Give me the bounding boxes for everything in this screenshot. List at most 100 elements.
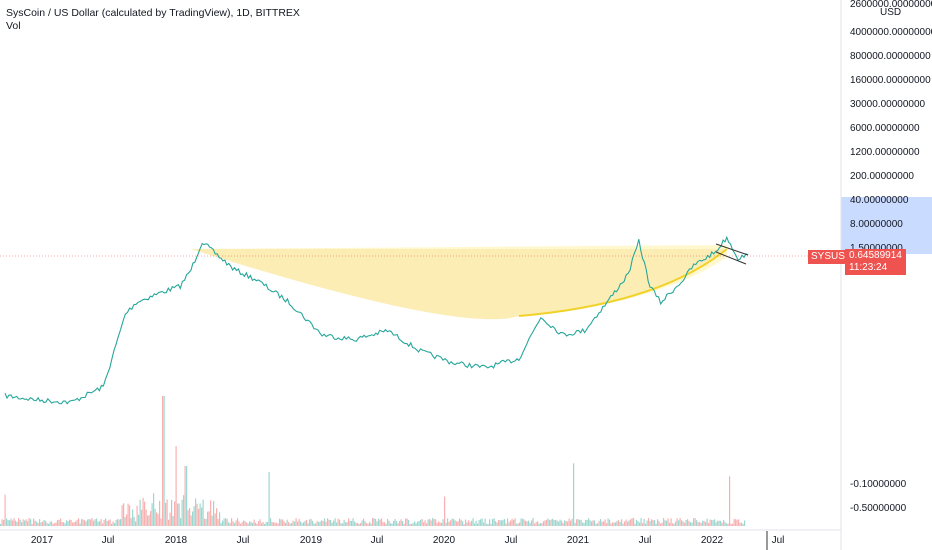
volume-bar bbox=[580, 519, 582, 526]
volume-bar bbox=[162, 396, 164, 526]
volume-bar bbox=[235, 520, 237, 526]
volume-bar bbox=[163, 396, 165, 526]
volume-bar bbox=[133, 516, 135, 526]
volume-bar bbox=[202, 499, 204, 526]
volume-bar bbox=[352, 518, 354, 526]
volume-bar bbox=[157, 514, 159, 526]
volume-bar bbox=[3, 520, 5, 526]
volume-bar bbox=[583, 522, 585, 526]
price-tick-label: 200.00000000 bbox=[850, 171, 914, 182]
volume-bar bbox=[237, 518, 239, 526]
volume-bar bbox=[219, 512, 221, 526]
volume-bar bbox=[520, 518, 522, 526]
volume-bar bbox=[510, 520, 512, 526]
price-tick-label: 40.00000000 bbox=[850, 195, 909, 206]
time-tick-label: 2017 bbox=[31, 535, 54, 546]
volume-bar bbox=[106, 520, 108, 526]
volume-bar bbox=[159, 500, 161, 526]
symbol-badge: SYSUSD bbox=[808, 250, 856, 264]
volume-bar bbox=[238, 521, 240, 526]
volume-bar bbox=[669, 522, 671, 526]
volume-bar bbox=[195, 498, 197, 526]
volume-bar bbox=[546, 519, 548, 526]
price-tick-label: 1.50000000 bbox=[850, 243, 903, 254]
volume-bar bbox=[211, 515, 213, 526]
volume-bar bbox=[678, 520, 680, 526]
volume-bar bbox=[568, 518, 570, 526]
volume-bar bbox=[523, 519, 525, 526]
volume-bar bbox=[690, 522, 692, 526]
volume-bar bbox=[147, 515, 149, 526]
volume-bar bbox=[207, 511, 209, 526]
volume-bar bbox=[618, 520, 620, 526]
volume-bar bbox=[333, 520, 335, 526]
cup-pattern-top bbox=[191, 245, 727, 320]
volume-bar bbox=[466, 522, 468, 526]
volume-bar bbox=[403, 523, 405, 526]
volume-bar bbox=[0, 524, 2, 526]
volume-bar bbox=[297, 521, 299, 526]
volume-bar bbox=[558, 521, 560, 526]
volume-bar bbox=[267, 522, 269, 526]
volume-bar bbox=[742, 523, 744, 526]
volume-bar bbox=[451, 518, 453, 526]
volume-bar bbox=[681, 520, 683, 526]
volume-bar bbox=[343, 520, 345, 526]
volume-bar bbox=[51, 521, 53, 526]
volume-bar bbox=[687, 519, 689, 526]
volume-bar bbox=[67, 521, 69, 526]
volume-bar bbox=[88, 519, 90, 526]
volume-bar bbox=[129, 505, 131, 526]
volume-bar bbox=[699, 521, 701, 526]
volume-bar bbox=[270, 518, 272, 526]
volume-bar bbox=[208, 511, 210, 526]
volume-bar bbox=[12, 520, 14, 526]
volume-bar bbox=[57, 520, 59, 526]
volume-bar bbox=[684, 522, 686, 526]
volume-bar bbox=[289, 523, 291, 526]
volume-bar bbox=[252, 522, 254, 526]
volume-bar bbox=[588, 518, 590, 526]
volume-bar bbox=[250, 522, 252, 526]
volume-bar bbox=[217, 518, 219, 526]
volume-bar bbox=[325, 521, 327, 526]
volume-bar bbox=[160, 518, 162, 526]
volume-bar bbox=[70, 519, 72, 526]
volume-bar bbox=[436, 522, 438, 526]
volume-bar bbox=[60, 518, 62, 526]
volume-bar bbox=[496, 522, 498, 526]
volume-bar bbox=[324, 518, 326, 526]
volume-bar bbox=[712, 520, 714, 526]
volume-label[interactable]: Vol bbox=[6, 20, 21, 32]
volume-bar bbox=[654, 520, 656, 526]
volume-bar bbox=[234, 523, 236, 526]
volume-bar bbox=[610, 523, 612, 526]
volume-bar bbox=[693, 518, 695, 526]
volume-bar bbox=[153, 493, 155, 526]
volume-bar bbox=[225, 518, 227, 526]
volume-bar bbox=[99, 521, 101, 526]
volume-bar bbox=[78, 518, 80, 526]
volume-bar bbox=[601, 521, 603, 526]
volume-bar bbox=[576, 519, 578, 526]
volume-bar bbox=[58, 519, 60, 526]
volume-bar bbox=[489, 519, 491, 526]
volume-bar bbox=[364, 521, 366, 526]
volume-bar bbox=[538, 523, 540, 526]
symbol-title[interactable]: SysCoin / US Dollar (calculated by Tradi… bbox=[6, 7, 300, 19]
volume-bar bbox=[22, 519, 24, 526]
volume-bar bbox=[441, 522, 443, 526]
volume-bar bbox=[379, 519, 381, 526]
volume-bar bbox=[301, 523, 303, 526]
volume-bar bbox=[130, 518, 132, 526]
volume-bar bbox=[649, 521, 651, 526]
volume-bar bbox=[327, 518, 329, 526]
volume-bar bbox=[186, 466, 188, 526]
volume-bar bbox=[103, 519, 105, 526]
volume-bar bbox=[262, 522, 264, 526]
price-scale-labels: 2600000.00000000 4000000.00000000 800000.0… bbox=[850, 0, 932, 514]
volume-bar bbox=[603, 521, 605, 526]
volume-bar bbox=[37, 523, 39, 526]
volume-bar bbox=[507, 518, 509, 526]
